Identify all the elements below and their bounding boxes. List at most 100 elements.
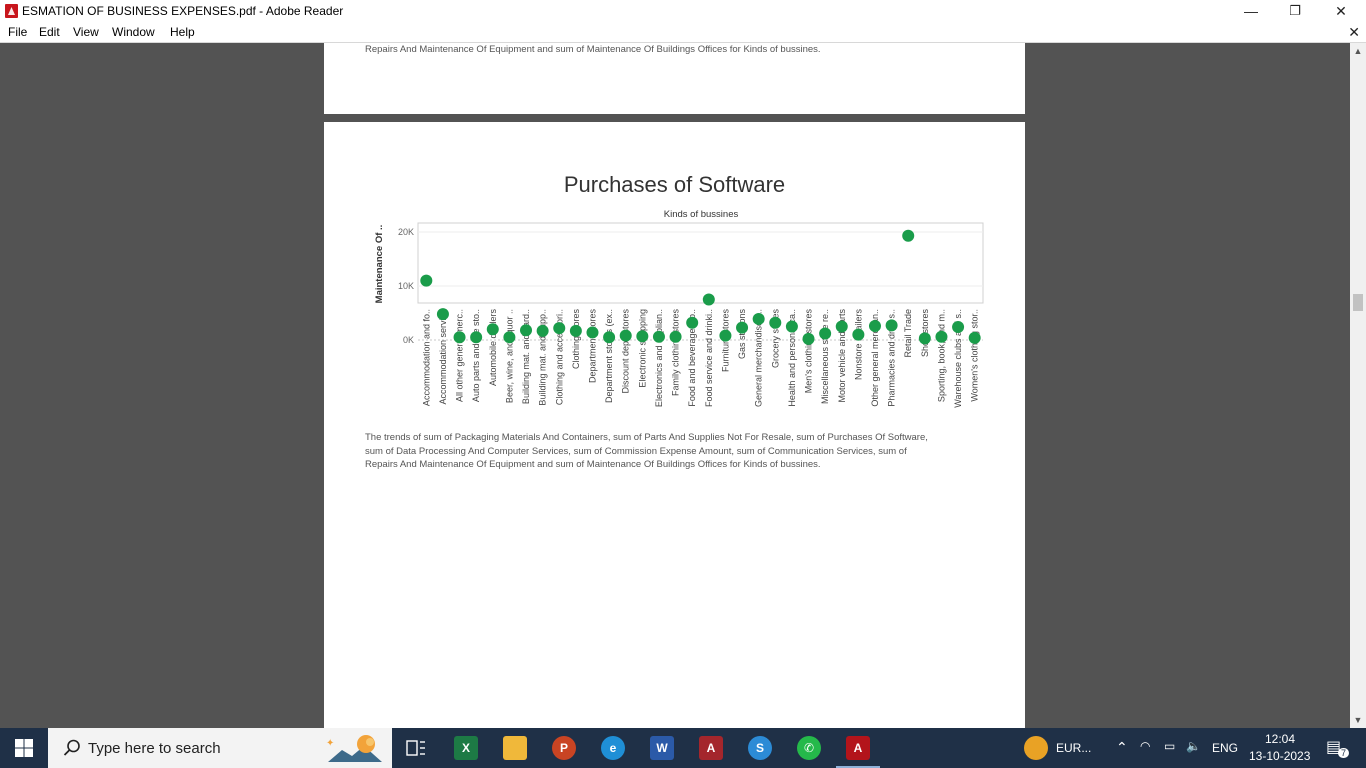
data-point <box>968 331 981 344</box>
task-view-icon[interactable] <box>404 736 428 760</box>
svg-text:✦: ✦ <box>326 738 334 749</box>
data-point <box>952 321 965 334</box>
powerpoint-icon[interactable]: P <box>552 736 576 760</box>
menu-bar: File Edit View Window Help ✕ <box>0 22 1366 43</box>
data-point <box>752 312 765 325</box>
data-point <box>686 316 699 329</box>
x-tick-label: Clothing and accessori.. <box>554 309 564 405</box>
data-point <box>902 229 915 242</box>
volume-icon[interactable]: 🔈 <box>1186 739 1201 753</box>
data-point <box>852 328 865 341</box>
x-axis-title: Kinds of bussines <box>664 209 739 220</box>
x-tick-label: Auto parts and tire sto.. <box>471 309 481 402</box>
data-point <box>536 324 549 337</box>
data-point <box>719 329 732 342</box>
data-point <box>569 324 582 337</box>
data-point <box>802 332 815 345</box>
access-icon[interactable]: A <box>699 736 723 760</box>
data-point <box>586 326 599 339</box>
pdf-page: Purchases of Software 0K 10K 20K Kinds of b… <box>324 122 1025 728</box>
x-tick-label: Automobile dealers <box>488 309 498 387</box>
window-title: ESMATION OF BUSINESS EXPENSES.pdf - Adob… <box>22 4 344 18</box>
restore-button[interactable]: ❐ <box>1289 3 1301 18</box>
data-point <box>835 320 848 333</box>
document-close-button[interactable]: ✕ <box>1348 24 1360 40</box>
scatter-chart: 0K 10K 20K Kinds of bussines Maintenance Of … <box>374 209 984 408</box>
caption-line: sum of Data Processing And Computer Serv… <box>365 445 907 457</box>
data-point <box>885 319 898 332</box>
data-point <box>669 330 682 343</box>
search-placeholder: Type here to search <box>88 740 221 757</box>
x-tick-label: Electronic shopping <box>637 309 647 388</box>
chevron-up-icon[interactable]: ⌃ <box>1116 739 1128 755</box>
x-tick-label: Food and beverage sto.. <box>687 309 697 407</box>
edge-icon[interactable]: e <box>601 736 625 760</box>
data-point <box>652 330 665 343</box>
x-tick-label: Clothing stores <box>571 309 581 370</box>
page-caption: Repairs And Maintenance Of Equipment and… <box>365 44 821 55</box>
active-app-indicator <box>836 766 880 768</box>
data-point <box>436 308 449 321</box>
data-point <box>503 331 516 344</box>
document-viewport[interactable]: Repairs And Maintenance Of Equipment and… <box>0 43 1350 728</box>
word-icon[interactable]: W <box>650 736 674 760</box>
data-point <box>736 321 749 334</box>
adobe-reader-taskbar-icon[interactable]: A <box>846 736 870 760</box>
taskbar-search[interactable]: Type here to search ✦ <box>48 728 392 768</box>
battery-icon[interactable]: ▭ <box>1164 739 1176 753</box>
x-tick-label: Men's clothing stores <box>804 309 814 394</box>
y-tick-label: 20K <box>398 227 414 237</box>
data-point <box>935 330 948 343</box>
data-point <box>453 331 466 344</box>
start-button[interactable] <box>0 728 48 768</box>
scroll-up-arrow-icon[interactable]: ▲ <box>1353 46 1363 56</box>
x-tick-label: Gas stations <box>737 309 747 360</box>
menu-window[interactable]: Window <box>112 25 155 39</box>
x-tick-label: Discount dept. stores <box>621 309 631 394</box>
clock-time[interactable]: 12:04 <box>1265 732 1296 746</box>
data-point <box>520 324 533 337</box>
weather-icon[interactable] <box>1024 736 1048 760</box>
language-indicator[interactable]: ENG <box>1212 741 1239 755</box>
chart-title: Purchases of Software <box>563 172 786 197</box>
data-point <box>486 323 499 336</box>
caption-line: The trends of sum of Packaging Materials… <box>365 432 928 443</box>
skype-icon[interactable]: S <box>748 736 772 760</box>
excel-icon[interactable]: X <box>454 736 478 760</box>
x-tick-label: Department stores <box>587 309 597 384</box>
x-tick-label: Family clothing stores <box>671 309 681 397</box>
data-point <box>636 330 649 343</box>
minimize-button[interactable]: — <box>1244 3 1258 19</box>
vertical-scrollbar[interactable]: ▲ ▼ <box>1350 43 1366 728</box>
data-point <box>470 331 483 344</box>
notification-icon[interactable]: ▤ <box>1326 739 1342 756</box>
weather-text[interactable]: EUR... <box>1056 741 1092 755</box>
menu-help[interactable]: Help <box>170 25 195 39</box>
x-tick-label: All other general merc.. <box>455 309 465 402</box>
whatsapp-icon[interactable]: ✆ <box>797 736 821 760</box>
clock-date[interactable]: 13-10-2023 <box>1249 749 1311 763</box>
data-point <box>553 322 566 335</box>
notification-count: 7 <box>1338 748 1350 758</box>
x-tick-label: Retail Trade <box>903 309 913 358</box>
scroll-down-arrow-icon[interactable]: ▼ <box>1353 715 1363 725</box>
search-highlight-icon: ✦ <box>326 735 382 762</box>
caption-line: Repairs And Maintenance Of Equipment and… <box>365 459 821 470</box>
wifi-icon[interactable]: ◠ <box>1140 739 1151 753</box>
file-explorer-icon[interactable] <box>503 736 527 760</box>
x-tick-label: Electronics and applian.. <box>654 309 664 407</box>
data-point <box>918 332 931 345</box>
pdf-page: Repairs And Maintenance Of Equipment and… <box>324 43 1025 114</box>
menu-view[interactable]: View <box>73 25 99 39</box>
windows-logo-icon <box>15 739 33 757</box>
x-tick-label: Food service and drinki.. <box>704 309 714 407</box>
menu-edit[interactable]: Edit <box>39 25 60 39</box>
scroll-thumb[interactable] <box>1353 294 1363 311</box>
close-button[interactable]: ✕ <box>1335 2 1347 19</box>
title-bar: ESMATION OF BUSINESS EXPENSES.pdf - Adob… <box>0 0 1366 22</box>
adobe-reader-icon <box>5 4 18 18</box>
menu-file[interactable]: File <box>8 25 28 39</box>
data-point <box>819 327 832 340</box>
x-tick-label: Beer, wine, and liquor .. <box>504 309 514 403</box>
plot-area <box>417 222 984 304</box>
